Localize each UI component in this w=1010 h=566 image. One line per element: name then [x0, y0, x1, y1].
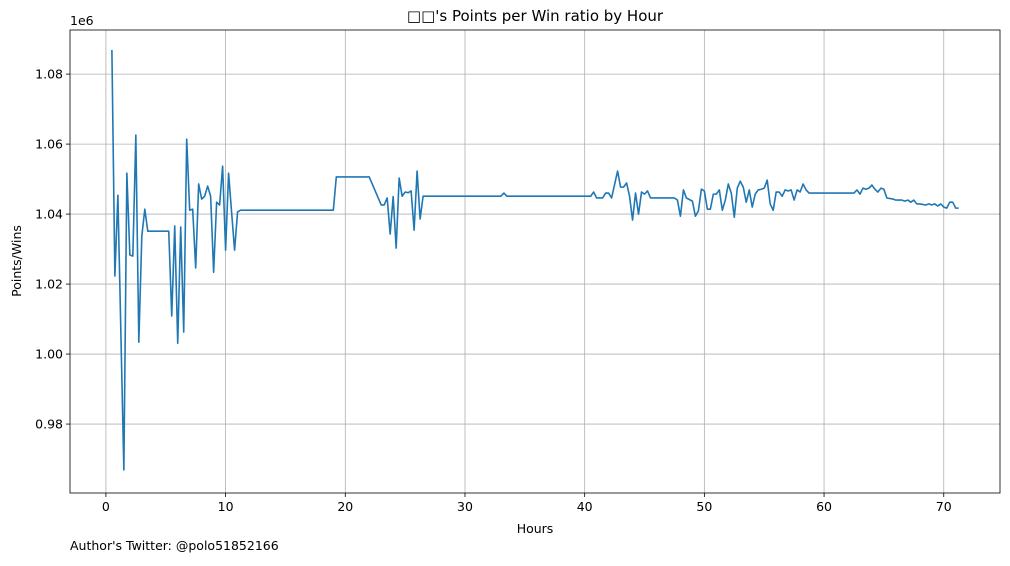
y-tick-label: 1.06 [35, 137, 63, 152]
y-offset-label: 1e6 [70, 13, 94, 28]
y-tick-label: 1.04 [35, 207, 63, 222]
x-tick-label: 10 [218, 499, 234, 514]
x-axis-label: Hours [517, 521, 554, 536]
x-tick-label: 20 [337, 499, 353, 514]
x-tick-label: 60 [816, 499, 832, 514]
y-tick-label: 1.02 [35, 277, 63, 292]
y-axis-label: Points/Wins [9, 225, 24, 297]
plot-frame [69, 29, 1001, 494]
x-tick-label: 30 [457, 499, 473, 514]
y-tick-label: 1.08 [35, 67, 63, 82]
y-tick-label: 0.98 [35, 417, 63, 432]
x-tick-label: 40 [577, 499, 593, 514]
x-tick-label: 0 [102, 499, 110, 514]
x-tick-label: 50 [696, 499, 712, 514]
x-tick-label: 70 [936, 499, 952, 514]
chart-title: □□'s Points per Win ratio by Hour [407, 7, 664, 25]
y-tick-label: 1.00 [35, 347, 63, 362]
footnote: Author's Twitter: @polo51852166 [70, 538, 279, 553]
data-line [111, 49, 959, 471]
